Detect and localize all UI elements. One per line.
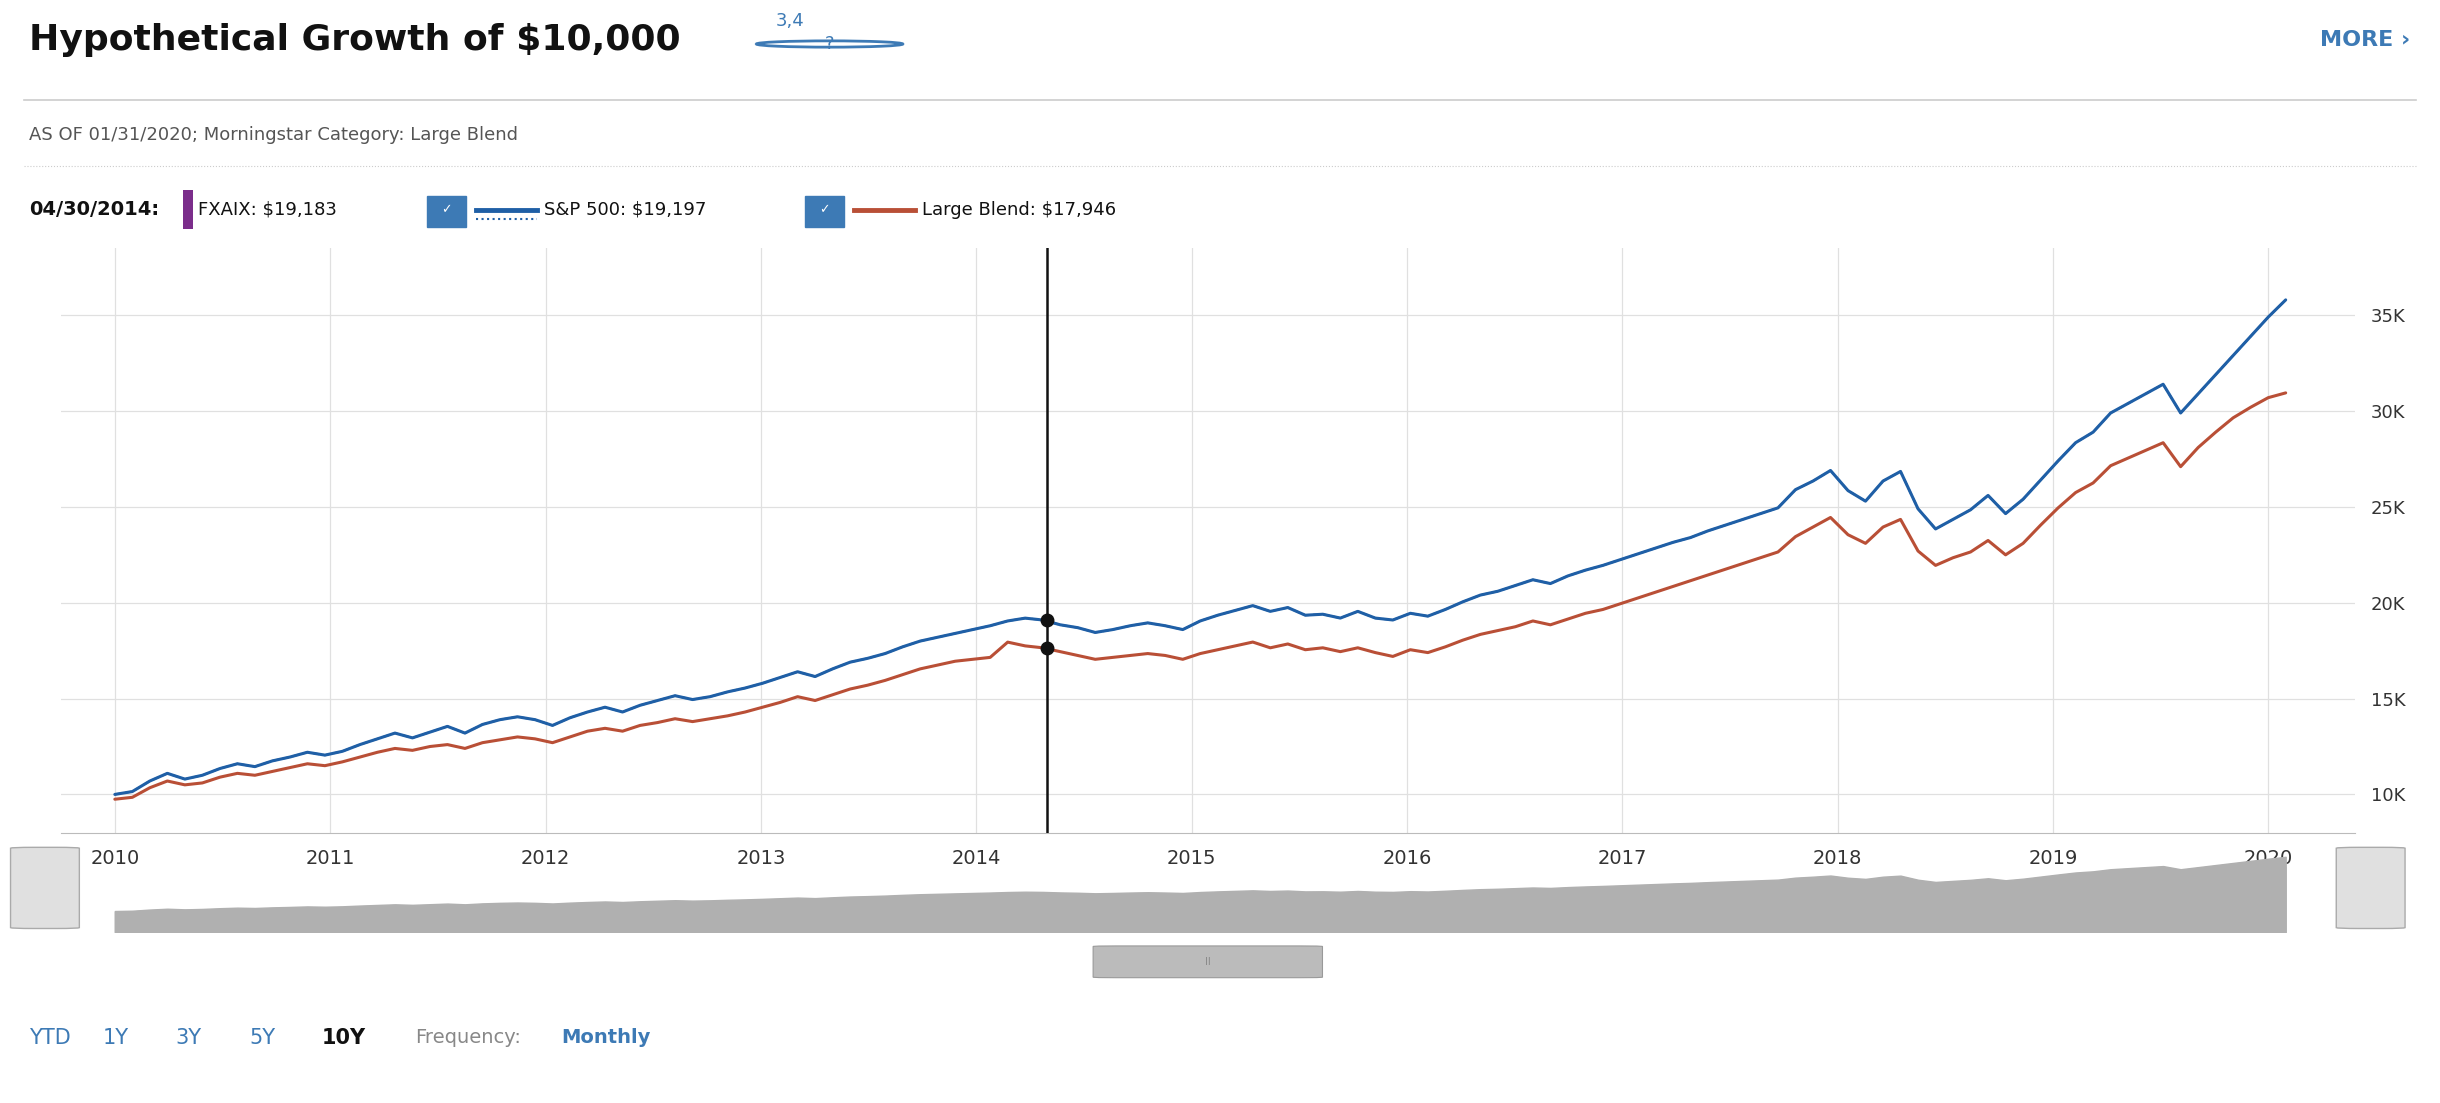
Text: II: II xyxy=(1205,956,1210,967)
Text: Frequency:: Frequency: xyxy=(415,1028,520,1047)
Text: Hypothetical Growth of $10,000: Hypothetical Growth of $10,000 xyxy=(29,23,681,57)
Text: AS OF 01/31/2020; Morningstar Category: Large Blend: AS OF 01/31/2020; Morningstar Category: … xyxy=(29,126,517,143)
Text: ✓: ✓ xyxy=(820,203,830,216)
FancyBboxPatch shape xyxy=(2335,847,2406,929)
Text: II: II xyxy=(41,882,49,893)
Text: 3,4: 3,4 xyxy=(776,12,805,30)
Text: 10Y: 10Y xyxy=(322,1028,366,1048)
Text: 04/30/2014:: 04/30/2014: xyxy=(29,200,159,219)
FancyBboxPatch shape xyxy=(1093,946,1322,977)
FancyBboxPatch shape xyxy=(183,190,193,228)
Text: FXAIX: $19,183: FXAIX: $19,183 xyxy=(198,201,337,218)
FancyBboxPatch shape xyxy=(805,195,844,226)
Text: S&P 500: $19,197: S&P 500: $19,197 xyxy=(544,201,708,218)
Text: ?: ? xyxy=(825,35,834,53)
FancyBboxPatch shape xyxy=(10,847,81,929)
Text: II: II xyxy=(2367,882,2374,893)
Text: Monthly: Monthly xyxy=(561,1028,651,1047)
FancyBboxPatch shape xyxy=(427,195,466,226)
Text: Large Blend: $17,946: Large Blend: $17,946 xyxy=(922,201,1118,218)
Text: 1Y: 1Y xyxy=(102,1028,129,1048)
Text: 5Y: 5Y xyxy=(249,1028,276,1048)
Text: ✓: ✓ xyxy=(442,203,451,216)
Text: MORE ›: MORE › xyxy=(2320,30,2411,50)
Text: YTD: YTD xyxy=(29,1028,71,1048)
Text: 3Y: 3Y xyxy=(176,1028,203,1048)
